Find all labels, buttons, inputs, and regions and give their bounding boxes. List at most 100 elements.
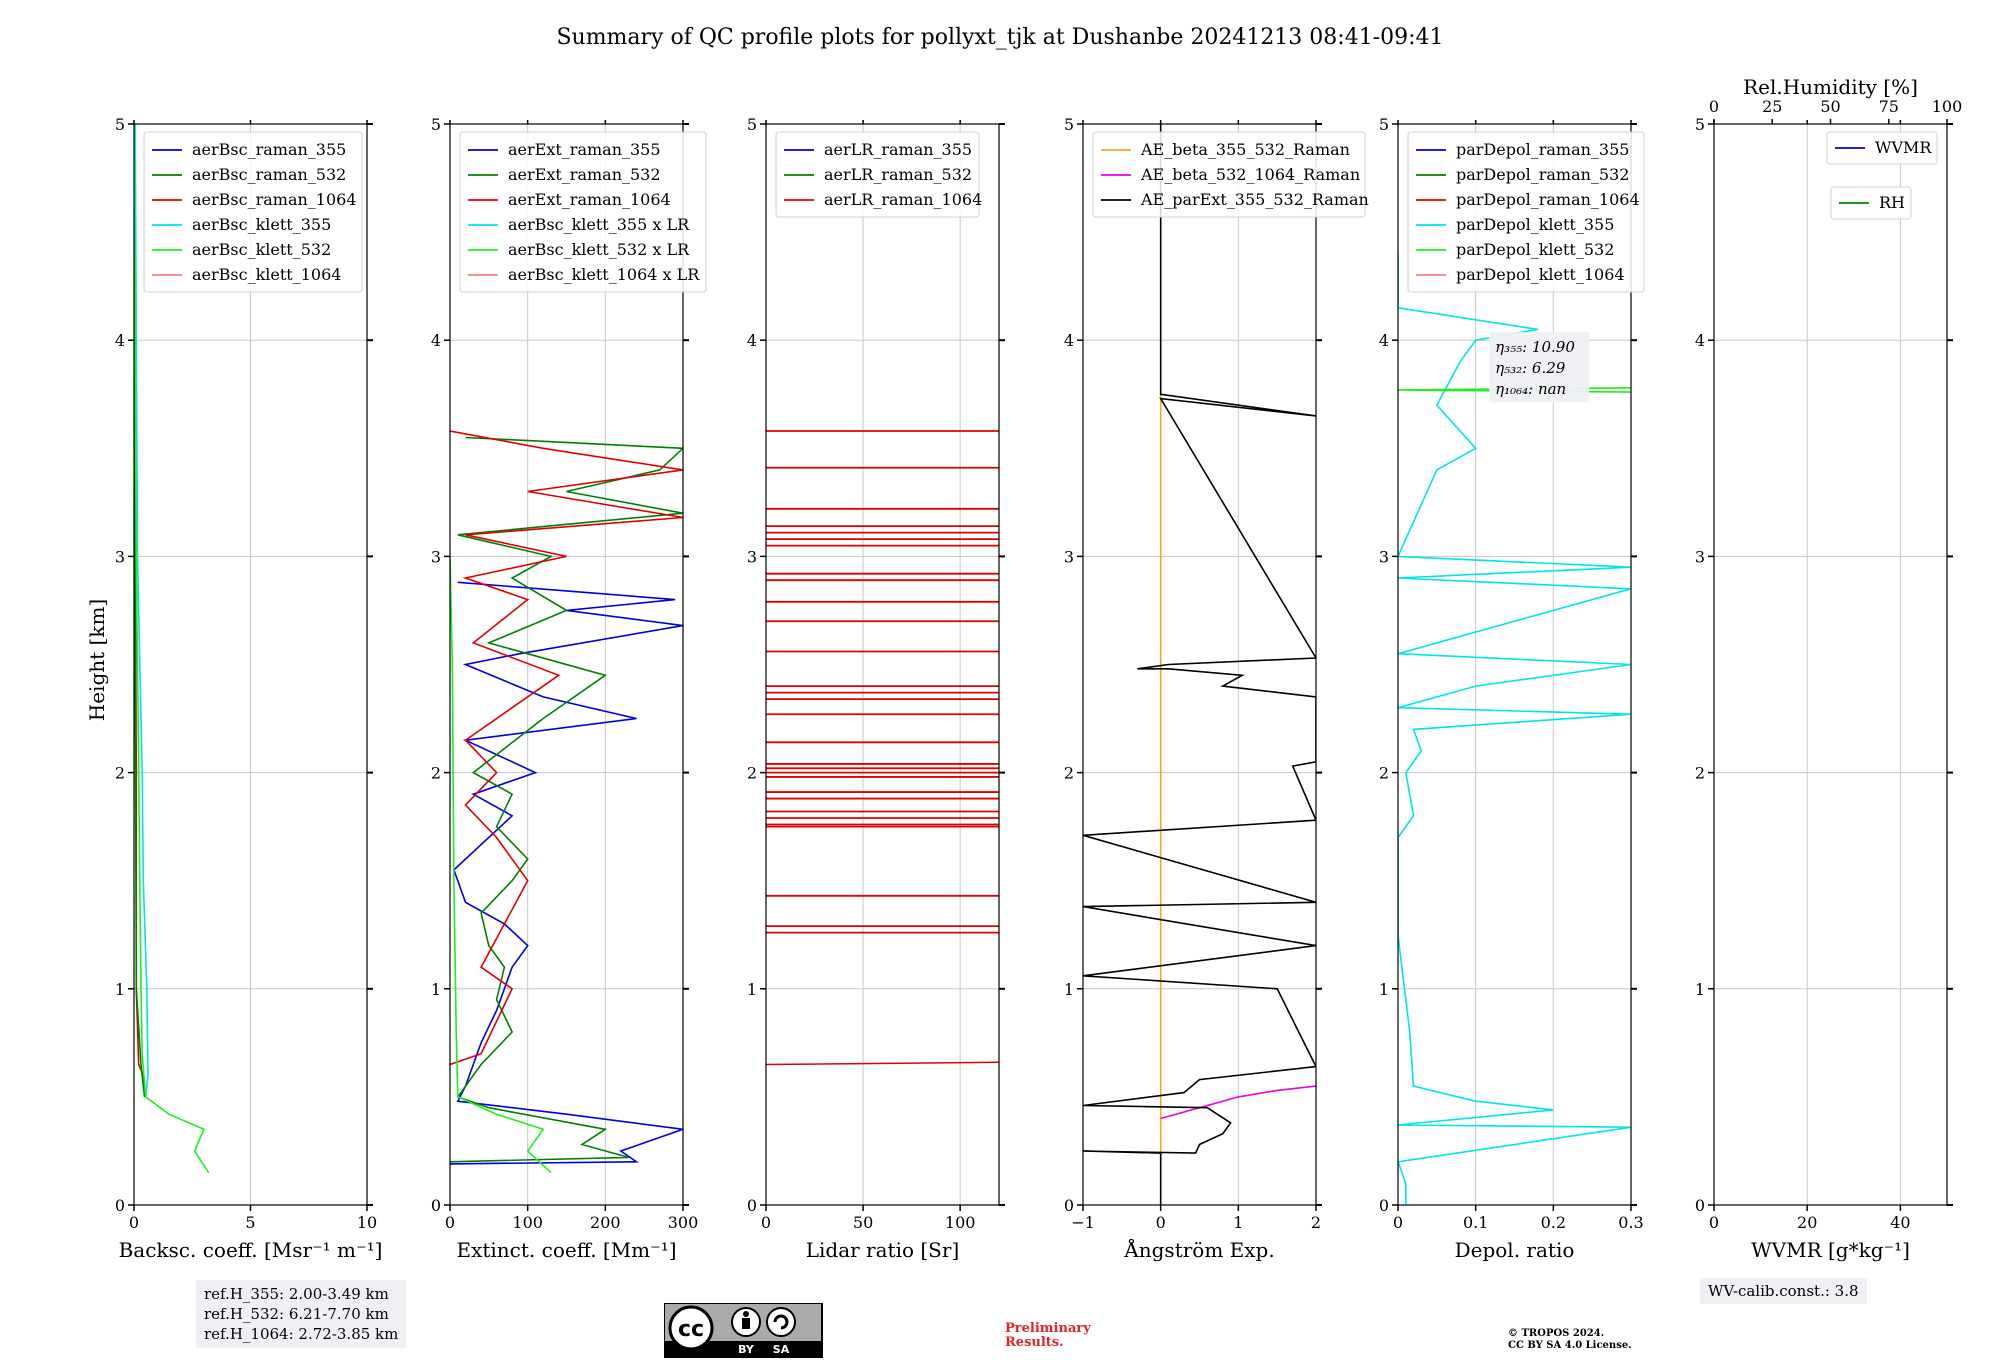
- series-line-aerBsc_klett_532: [134, 124, 210, 1174]
- x-tick-label: 0: [1709, 1213, 1719, 1232]
- figure-title: Summary of QC profile plots for pollyxt_…: [556, 25, 1443, 50]
- legend: WVMR: [1826, 131, 1938, 165]
- axes-frame: [765, 123, 1000, 1206]
- legend-label: parDepol_raman_532: [1456, 165, 1629, 184]
- y-tick-label: 4: [1064, 331, 1074, 350]
- x-tick-label: 0: [761, 1213, 771, 1232]
- panel-3: 0 50 100 0 1 2 3 4 5 Lidar ratio [Sr] aerLR_raman_…: [747, 115, 1005, 1262]
- legend-label: RH: [1879, 193, 1905, 212]
- legend-label: aerBsc_klett_532: [192, 240, 331, 259]
- copyright-line: CC BY SA 4.0 License.: [1508, 1340, 1632, 1351]
- cc-license-badge[interactable]: cc BY SA: [664, 1303, 824, 1359]
- series-line-AE_beta_532_1064_Raman: [1160, 1085, 1316, 1120]
- legend-label: aerLR_raman_532: [824, 165, 972, 184]
- x-axis-label: Backsc. coeff. [Msr⁻¹ m⁻¹]: [119, 1238, 383, 1262]
- series-line-aerBsc_klett_355: [134, 124, 149, 1097]
- legend-box: [775, 131, 980, 218]
- y-tick-label: 0: [431, 1196, 441, 1215]
- y-tick-label: 0: [1695, 1196, 1705, 1215]
- annotation-box: [1489, 332, 1590, 403]
- x-axis-label: Ångström Exp.: [1123, 1237, 1274, 1262]
- legend: RH: [1830, 186, 1912, 220]
- legend: aerExt_raman_355 aerExt_raman_532 aerExt_r…: [459, 131, 707, 293]
- y-tick-label: 4: [1379, 331, 1389, 350]
- series-line-aerExt_raman_1064: [450, 430, 683, 1066]
- y-tick-label: 4: [747, 331, 757, 350]
- x-tick-label: 300: [668, 1213, 699, 1232]
- legend-label: aerExt_raman_355: [508, 140, 661, 159]
- legend-label: aerBsc_klett_355 x LR: [508, 215, 690, 234]
- panel-1: 0 5 10 0 1 2 3 4 5 Backsc. coeff. [Msr⁻¹ m⁻¹] aerB…: [115, 115, 383, 1262]
- ref-line: ref.H_355: 2.00-3.49 km: [204, 1285, 389, 1303]
- y-tick-label: 2: [431, 764, 441, 783]
- reference-height-box: ref.H_355: 2.00-3.49 km ref.H_532: 6.21-…: [196, 1280, 407, 1348]
- x-axis-label: WVMR [g*kg⁻¹]: [1751, 1238, 1910, 1262]
- y-tick-label: 1: [1379, 980, 1389, 999]
- legend-label: aerBsc_raman_532: [192, 165, 346, 184]
- ref-line: ref.H_532: 6.21-7.70 km: [204, 1305, 389, 1323]
- y-tick-label: 1: [115, 980, 125, 999]
- legend: aerBsc_raman_355 aerBsc_raman_532 aerBsc_r…: [143, 131, 363, 293]
- legend-label: parDepol_klett_355: [1456, 215, 1614, 234]
- x-tick-label: 100: [945, 1213, 976, 1232]
- legend-label: aerBsc_klett_1064: [192, 265, 341, 284]
- y-tick-label: 5: [1064, 115, 1074, 134]
- legend-label: aerBsc_klett_1064 x LR: [508, 265, 700, 284]
- x-tick-label: 0: [129, 1213, 139, 1232]
- y-tick-label: 5: [747, 115, 757, 134]
- y-tick-label: 4: [431, 331, 441, 350]
- legend-label: aerBsc_raman_355: [192, 140, 346, 159]
- annotation-line: η₃₅₅: 10.90: [1495, 338, 1575, 356]
- legend-label: aerBsc_klett_532 x LR: [508, 240, 690, 259]
- x-tick-label: 5: [245, 1213, 255, 1232]
- y-tick-label: 3: [115, 547, 125, 566]
- series-line-AE_parExt_355_532_Raman: [1083, 124, 1316, 1205]
- top-tick-label: 75: [1879, 97, 1899, 116]
- legend-label: aerLR_raman_355: [824, 140, 972, 159]
- legend-box: [1826, 131, 1938, 165]
- legend-label: parDepol_raman_1064: [1456, 190, 1640, 209]
- x-tick-label: −1: [1071, 1213, 1095, 1232]
- legend-label: aerLR_raman_1064: [824, 190, 982, 209]
- series-line-aerExt_raman_355: [450, 581, 683, 1165]
- legend-label: parDepol_klett_1064: [1456, 265, 1625, 284]
- series-line-aerExt_raman_532: [450, 436, 683, 1163]
- x-tick-label: 200: [590, 1213, 621, 1232]
- legend: aerLR_raman_355 aerLR_raman_532 aerLR_rama…: [775, 131, 982, 218]
- y-tick-label: 3: [1064, 547, 1074, 566]
- y-tick-label: 2: [1695, 764, 1705, 783]
- top-tick-label: 50: [1820, 97, 1840, 116]
- y-tick-label: 0: [747, 1196, 757, 1215]
- y-axis-label: Height [km]: [85, 599, 109, 721]
- annotation-line: η₁₀₆₄: nan: [1495, 380, 1566, 398]
- y-tick-label: 3: [1695, 547, 1705, 566]
- x-axis-label: Lidar ratio [Sr]: [806, 1238, 960, 1262]
- wv-calib-box: WV-calib.const.: 3.8: [1700, 1278, 1867, 1304]
- legend-box: [143, 131, 363, 293]
- cc-by-text: BY: [738, 1343, 755, 1356]
- axes-frame: [1397, 123, 1632, 1206]
- legend-box: [1407, 131, 1645, 293]
- y-tick-label: 5: [431, 115, 441, 134]
- plot-area: [134, 124, 210, 1174]
- panel-5: 0 0.1 0.2 0.3 0 1 2 3 4 5 Depol. ratio parDepol_ram…: [1379, 115, 1645, 1262]
- top-tick-label: 25: [1762, 97, 1782, 116]
- legend-box: [1830, 186, 1912, 220]
- prelim-line: Results.: [1005, 1335, 1064, 1350]
- x-tick-label: 40: [1890, 1213, 1910, 1232]
- x-tick-label: 100: [512, 1213, 543, 1232]
- x-tick-label: 0.2: [1541, 1213, 1566, 1232]
- legend-box: [1092, 131, 1366, 218]
- y-tick-label: 0: [1064, 1196, 1074, 1215]
- axes-frame: [1713, 123, 1948, 1206]
- sa-icon: [766, 1307, 796, 1337]
- prelim-line: Preliminary: [1005, 1321, 1091, 1336]
- x-tick-label: 1: [1233, 1213, 1243, 1232]
- y-tick-label: 5: [1379, 115, 1389, 134]
- cc-sa-text: SA: [773, 1343, 790, 1356]
- y-tick-label: 4: [115, 331, 125, 350]
- legend: parDepol_raman_355 parDepol_raman_532 parD…: [1407, 131, 1645, 293]
